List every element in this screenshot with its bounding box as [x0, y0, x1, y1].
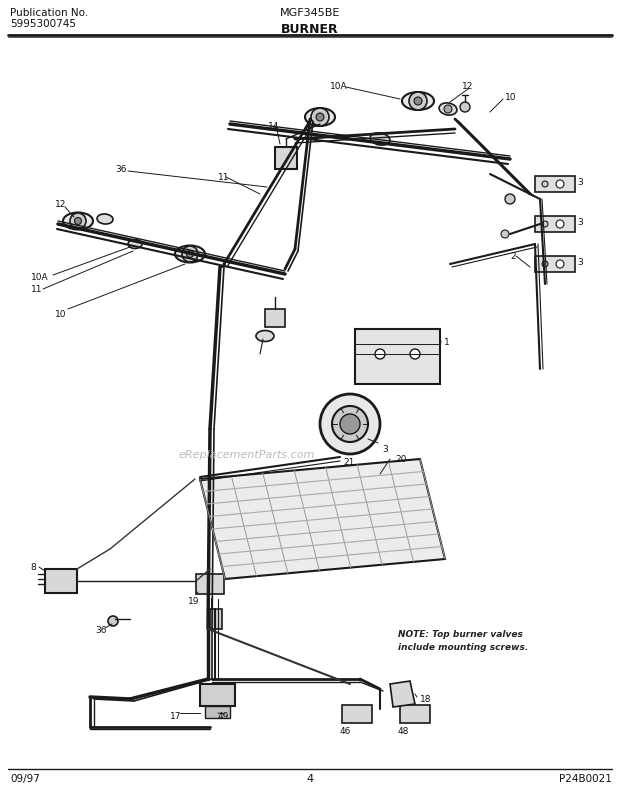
Text: 10: 10 [505, 93, 516, 102]
Text: 11: 11 [218, 173, 229, 181]
Ellipse shape [402, 93, 434, 111]
Circle shape [542, 222, 548, 228]
Text: 20: 20 [395, 454, 406, 463]
Text: 46: 46 [340, 726, 352, 735]
Text: eReplacementParts.com: eReplacementParts.com [178, 450, 314, 459]
Ellipse shape [97, 214, 113, 225]
Bar [265, 310, 285, 328]
Text: 3: 3 [382, 444, 388, 454]
Text: 18: 18 [420, 694, 432, 703]
Text: 11: 11 [31, 284, 43, 294]
Circle shape [444, 106, 452, 114]
Text: 10: 10 [55, 310, 66, 319]
Bar [355, 329, 440, 385]
Circle shape [332, 406, 368, 442]
Polygon shape [535, 177, 575, 193]
Circle shape [409, 93, 427, 111]
Text: MGF345BE: MGF345BE [280, 8, 340, 18]
Text: 49: 49 [218, 711, 229, 720]
Circle shape [340, 414, 360, 434]
Text: 10A: 10A [31, 273, 48, 282]
Text: 19: 19 [188, 597, 200, 605]
Polygon shape [535, 217, 575, 233]
Text: NOTE: Top burner valves: NOTE: Top burner valves [398, 630, 523, 638]
Text: 12: 12 [462, 82, 474, 91]
Ellipse shape [305, 109, 335, 127]
Text: 1: 1 [444, 337, 449, 347]
Circle shape [556, 221, 564, 229]
Text: 3: 3 [577, 258, 583, 267]
Text: BURNER: BURNER [281, 23, 339, 36]
Text: 48: 48 [398, 726, 409, 735]
Circle shape [320, 394, 380, 454]
Circle shape [74, 218, 81, 225]
Text: 17: 17 [170, 711, 182, 720]
Circle shape [70, 214, 86, 230]
Text: 12: 12 [55, 200, 66, 209]
Text: 3: 3 [577, 218, 583, 226]
Circle shape [410, 349, 420, 360]
Text: 21: 21 [343, 458, 355, 467]
Ellipse shape [256, 331, 274, 342]
Text: 09/97: 09/97 [10, 773, 40, 783]
Text: 3: 3 [577, 177, 583, 187]
Text: 36: 36 [115, 165, 126, 173]
Polygon shape [390, 681, 415, 707]
Circle shape [182, 247, 198, 263]
Ellipse shape [370, 133, 390, 146]
Circle shape [311, 109, 329, 127]
Circle shape [556, 261, 564, 269]
Bar [342, 705, 372, 723]
Circle shape [542, 262, 548, 267]
Text: 36: 36 [95, 626, 107, 634]
Ellipse shape [63, 214, 93, 230]
Bar [200, 684, 235, 706]
Text: Publication No.: Publication No. [10, 8, 88, 18]
Text: P24B0021: P24B0021 [559, 773, 612, 783]
Circle shape [556, 181, 564, 189]
Circle shape [375, 349, 385, 360]
Text: include mounting screws.: include mounting screws. [398, 642, 528, 651]
Circle shape [460, 103, 470, 113]
Polygon shape [535, 257, 575, 273]
Bar [205, 706, 230, 718]
Ellipse shape [439, 104, 457, 116]
Circle shape [414, 98, 422, 106]
Text: 2: 2 [510, 251, 516, 261]
Bar [275, 148, 297, 169]
Bar [400, 705, 430, 723]
Text: 14: 14 [268, 122, 280, 131]
Circle shape [316, 114, 324, 122]
Ellipse shape [175, 247, 205, 263]
Bar [196, 574, 224, 594]
Circle shape [542, 181, 548, 188]
Circle shape [505, 195, 515, 205]
Bar [45, 569, 77, 593]
Text: 8: 8 [30, 562, 36, 571]
Circle shape [108, 616, 118, 626]
Text: 4: 4 [306, 773, 314, 783]
Circle shape [501, 230, 509, 238]
Ellipse shape [128, 240, 142, 249]
Text: 10A: 10A [330, 82, 348, 91]
Bar [210, 609, 222, 630]
Polygon shape [200, 459, 445, 579]
Circle shape [187, 251, 193, 259]
Text: 5995300745: 5995300745 [10, 19, 76, 29]
